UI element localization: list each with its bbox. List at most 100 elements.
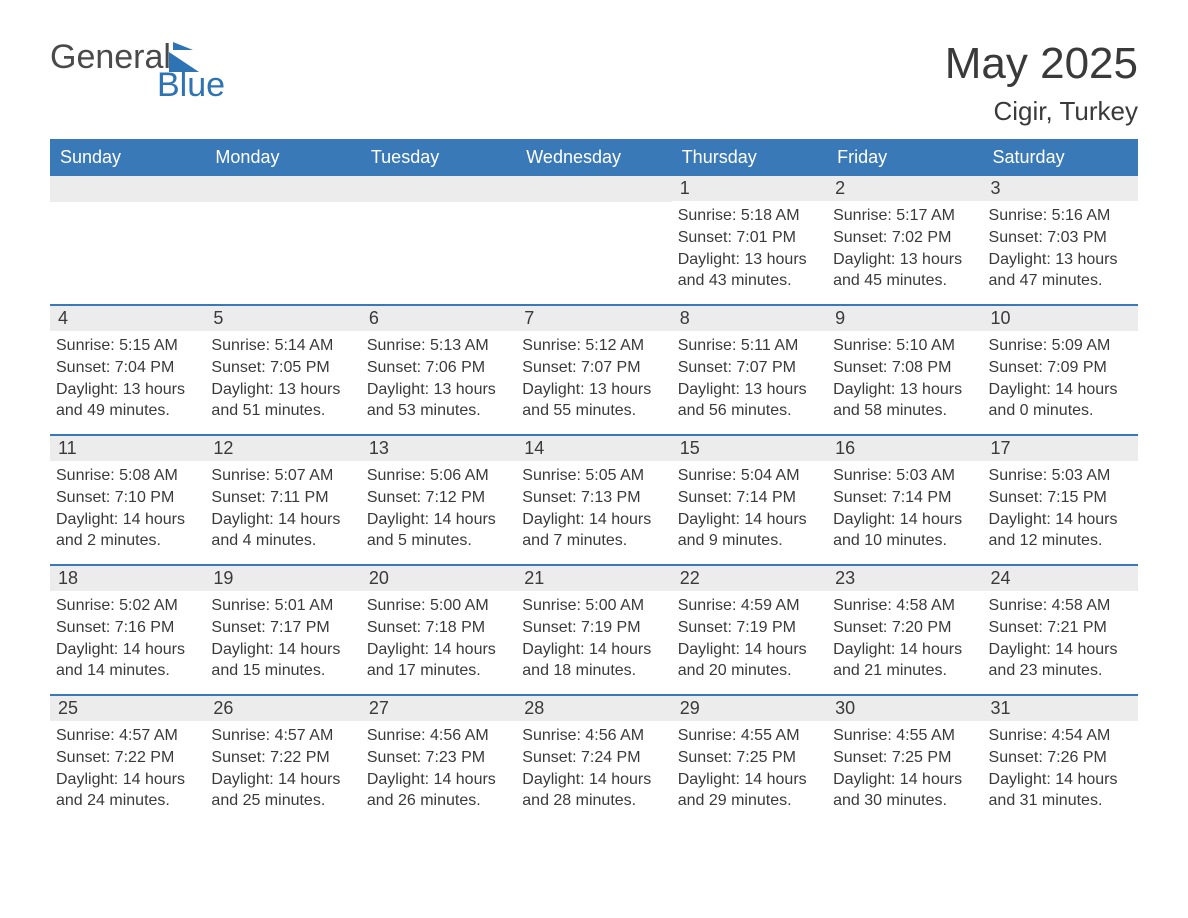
calendar-day: 15Sunrise: 5:04 AMSunset: 7:14 PMDayligh… (672, 436, 827, 564)
empty-day-number (516, 176, 671, 202)
sunrise-line: Sunrise: 5:03 AM (833, 465, 976, 487)
sunrise-line: Sunrise: 5:04 AM (678, 465, 821, 487)
calendar-day: 22Sunrise: 4:59 AMSunset: 7:19 PMDayligh… (672, 566, 827, 694)
daylight-line: Daylight: 14 hours (678, 769, 821, 791)
day-number: 26 (205, 696, 360, 721)
logo-word1: General (50, 40, 171, 74)
daylight-line: Daylight: 13 hours (522, 379, 665, 401)
day-number: 27 (361, 696, 516, 721)
day-number: 9 (827, 306, 982, 331)
calendar-day: 24Sunrise: 4:58 AMSunset: 7:21 PMDayligh… (983, 566, 1138, 694)
daylight-line: and 4 minutes. (211, 530, 354, 552)
daylight-line: and 29 minutes. (678, 790, 821, 812)
sunrise-line: Sunrise: 5:02 AM (56, 595, 199, 617)
sunset-line: Sunset: 7:22 PM (211, 747, 354, 769)
daylight-line: and 2 minutes. (56, 530, 199, 552)
sunrise-line: Sunrise: 4:54 AM (989, 725, 1132, 747)
daylight-line: Daylight: 14 hours (211, 769, 354, 791)
sunset-line: Sunset: 7:06 PM (367, 357, 510, 379)
daylight-line: Daylight: 14 hours (678, 509, 821, 531)
daylight-line: Daylight: 14 hours (56, 769, 199, 791)
calendar: Sunday Monday Tuesday Wednesday Thursday… (50, 139, 1138, 824)
calendar-week: 4Sunrise: 5:15 AMSunset: 7:04 PMDaylight… (50, 304, 1138, 434)
daylight-line: and 45 minutes. (833, 270, 976, 292)
sunset-line: Sunset: 7:10 PM (56, 487, 199, 509)
daylight-line: and 26 minutes. (367, 790, 510, 812)
calendar-day (205, 176, 360, 304)
calendar-day: 3Sunrise: 5:16 AMSunset: 7:03 PMDaylight… (983, 176, 1138, 304)
calendar-day: 25Sunrise: 4:57 AMSunset: 7:22 PMDayligh… (50, 696, 205, 824)
day-number: 22 (672, 566, 827, 591)
sunset-line: Sunset: 7:05 PM (211, 357, 354, 379)
dow-monday: Monday (205, 139, 360, 176)
dow-tuesday: Tuesday (361, 139, 516, 176)
sunrise-line: Sunrise: 5:14 AM (211, 335, 354, 357)
day-number: 10 (983, 306, 1138, 331)
day-number: 12 (205, 436, 360, 461)
sunrise-line: Sunrise: 5:00 AM (522, 595, 665, 617)
calendar-day: 9Sunrise: 5:10 AMSunset: 7:08 PMDaylight… (827, 306, 982, 434)
sunrise-line: Sunrise: 5:01 AM (211, 595, 354, 617)
dow-thursday: Thursday (672, 139, 827, 176)
logo-word2: Blue (157, 68, 225, 102)
calendar-week: 1Sunrise: 5:18 AMSunset: 7:01 PMDaylight… (50, 176, 1138, 304)
dow-saturday: Saturday (983, 139, 1138, 176)
sunrise-line: Sunrise: 4:55 AM (833, 725, 976, 747)
day-of-week-header: Sunday Monday Tuesday Wednesday Thursday… (50, 139, 1138, 176)
daylight-line: Daylight: 13 hours (678, 379, 821, 401)
daylight-line: and 17 minutes. (367, 660, 510, 682)
sunrise-line: Sunrise: 5:00 AM (367, 595, 510, 617)
calendar-week: 25Sunrise: 4:57 AMSunset: 7:22 PMDayligh… (50, 694, 1138, 824)
daylight-line: and 56 minutes. (678, 400, 821, 422)
sunrise-line: Sunrise: 4:57 AM (211, 725, 354, 747)
day-number: 3 (983, 176, 1138, 201)
day-number: 30 (827, 696, 982, 721)
weeks-container: 1Sunrise: 5:18 AMSunset: 7:01 PMDaylight… (50, 176, 1138, 824)
daylight-line: and 25 minutes. (211, 790, 354, 812)
day-number: 28 (516, 696, 671, 721)
day-number: 6 (361, 306, 516, 331)
calendar-day: 19Sunrise: 5:01 AMSunset: 7:17 PMDayligh… (205, 566, 360, 694)
day-number: 8 (672, 306, 827, 331)
daylight-line: and 55 minutes. (522, 400, 665, 422)
daylight-line: Daylight: 14 hours (833, 639, 976, 661)
day-number: 4 (50, 306, 205, 331)
day-number: 16 (827, 436, 982, 461)
daylight-line: Daylight: 14 hours (522, 639, 665, 661)
calendar-day: 27Sunrise: 4:56 AMSunset: 7:23 PMDayligh… (361, 696, 516, 824)
daylight-line: and 28 minutes. (522, 790, 665, 812)
sunrise-line: Sunrise: 4:57 AM (56, 725, 199, 747)
daylight-line: Daylight: 13 hours (367, 379, 510, 401)
sunrise-line: Sunrise: 5:07 AM (211, 465, 354, 487)
daylight-line: Daylight: 14 hours (56, 509, 199, 531)
sunrise-line: Sunrise: 4:58 AM (833, 595, 976, 617)
sunrise-line: Sunrise: 5:03 AM (989, 465, 1132, 487)
calendar-day: 29Sunrise: 4:55 AMSunset: 7:25 PMDayligh… (672, 696, 827, 824)
daylight-line: Daylight: 13 hours (211, 379, 354, 401)
calendar-day: 11Sunrise: 5:08 AMSunset: 7:10 PMDayligh… (50, 436, 205, 564)
sunrise-line: Sunrise: 5:06 AM (367, 465, 510, 487)
sunrise-line: Sunrise: 5:18 AM (678, 205, 821, 227)
daylight-line: Daylight: 14 hours (989, 379, 1132, 401)
sunrise-line: Sunrise: 5:08 AM (56, 465, 199, 487)
sunrise-line: Sunrise: 5:17 AM (833, 205, 976, 227)
day-number: 31 (983, 696, 1138, 721)
sunrise-line: Sunrise: 4:56 AM (522, 725, 665, 747)
sunrise-line: Sunrise: 5:09 AM (989, 335, 1132, 357)
sunrise-line: Sunrise: 5:11 AM (678, 335, 821, 357)
daylight-line: Daylight: 14 hours (211, 639, 354, 661)
sunset-line: Sunset: 7:17 PM (211, 617, 354, 639)
daylight-line: and 20 minutes. (678, 660, 821, 682)
sunrise-line: Sunrise: 4:56 AM (367, 725, 510, 747)
daylight-line: Daylight: 14 hours (367, 769, 510, 791)
daylight-line: and 9 minutes. (678, 530, 821, 552)
sunset-line: Sunset: 7:24 PM (522, 747, 665, 769)
daylight-line: Daylight: 14 hours (989, 769, 1132, 791)
calendar-day: 23Sunrise: 4:58 AMSunset: 7:20 PMDayligh… (827, 566, 982, 694)
day-number: 14 (516, 436, 671, 461)
calendar-day: 2Sunrise: 5:17 AMSunset: 7:02 PMDaylight… (827, 176, 982, 304)
logo: General Blue (50, 40, 273, 74)
sunrise-line: Sunrise: 4:59 AM (678, 595, 821, 617)
daylight-line: and 10 minutes. (833, 530, 976, 552)
calendar-day: 4Sunrise: 5:15 AMSunset: 7:04 PMDaylight… (50, 306, 205, 434)
